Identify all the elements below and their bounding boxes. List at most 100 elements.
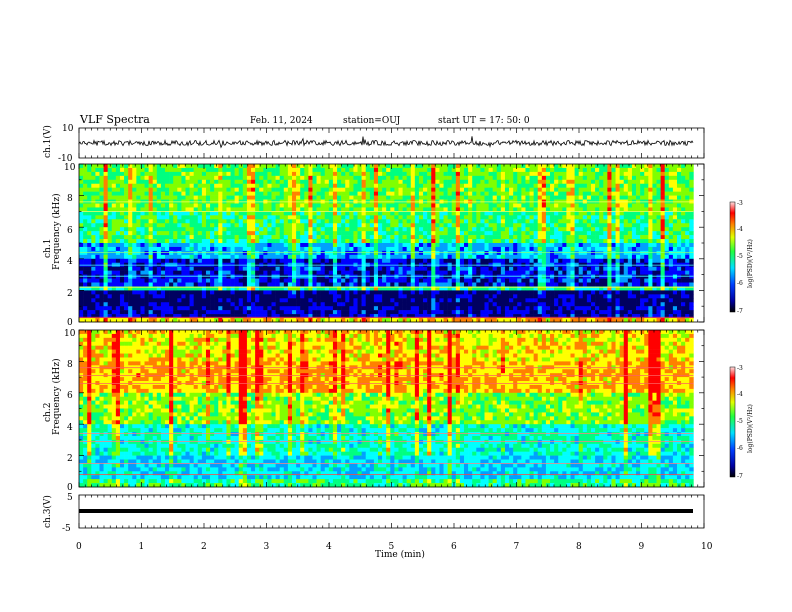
spectrogram-cell	[373, 179, 379, 185]
spectrogram-cell	[676, 282, 682, 287]
spectrogram-cell	[636, 243, 641, 248]
spectrogram-cell	[660, 179, 666, 185]
spectrogram-cell	[165, 254, 170, 260]
spectrogram-cell	[521, 278, 526, 283]
spectrogram-cell	[574, 215, 579, 220]
spectrogram-cell	[259, 179, 264, 185]
spectrogram-cell	[124, 219, 129, 224]
spectrogram-cell	[513, 254, 518, 260]
spectrogram-cell	[115, 235, 121, 240]
spectrogram-cell	[427, 250, 432, 256]
spectrogram-cell	[595, 290, 600, 295]
spectrogram-cell	[488, 179, 493, 185]
spectrogram-cell	[304, 231, 309, 236]
spectrogram-cell	[644, 282, 649, 287]
spectrogram-cell	[476, 187, 481, 192]
spectrogram-cell	[472, 167, 477, 173]
spectrogram-cell	[668, 231, 674, 236]
spectrogram-cell	[578, 258, 584, 264]
spectrogram-cell	[431, 258, 436, 264]
spectrogram-cell	[210, 286, 215, 291]
spectrogram-cell	[570, 191, 575, 196]
spectrogram-cell	[95, 274, 100, 279]
spectrogram-cell	[574, 223, 579, 228]
spectrogram-cell	[623, 254, 629, 260]
spectrogram-cell	[492, 227, 498, 232]
spectrogram-cell	[271, 231, 276, 236]
spectrogram-cell	[218, 179, 223, 185]
spectrogram-cell	[414, 179, 420, 185]
spectrogram-cell	[373, 219, 379, 224]
spectrogram-cell	[541, 187, 547, 192]
spectrogram-cell	[279, 211, 285, 216]
spectrogram-cell	[79, 235, 84, 240]
spectrogram-cell	[99, 250, 104, 256]
spectrogram-cell	[201, 171, 207, 177]
spectrogram-cell	[664, 270, 670, 275]
spectrogram-cell	[263, 250, 268, 256]
spectrogram-cell	[300, 286, 305, 291]
spectrogram-cell	[255, 274, 260, 279]
spectrogram-cell	[251, 254, 256, 260]
spectrogram-cell	[373, 254, 379, 260]
spectrogram-cell	[521, 235, 526, 240]
spectrogram-cell	[79, 239, 84, 244]
spectrogram-cell	[373, 164, 379, 169]
spectrogram-cell	[185, 167, 190, 173]
spectrogram-cell	[689, 266, 694, 271]
spectrogram-cell	[550, 195, 555, 200]
spectrogram-cell	[509, 239, 514, 244]
spectrogram-cell	[517, 195, 522, 200]
spectrogram-cell	[459, 183, 465, 188]
spectrogram-cell	[234, 250, 240, 256]
spectrogram-cell	[205, 167, 211, 173]
spectrogram-cell	[189, 254, 194, 260]
spectrogram-cell	[156, 211, 162, 216]
spectrogram-cell	[230, 167, 235, 173]
spectrogram-cell	[521, 187, 526, 192]
spectrogram-cell	[107, 164, 113, 169]
spectrogram-cell	[185, 203, 190, 208]
spectrogram-cell	[316, 239, 321, 244]
spectrogram-cell	[103, 211, 108, 216]
spectrogram-cell	[570, 207, 575, 212]
spectrogram-cell	[87, 183, 92, 188]
spectrogram-cell	[95, 191, 100, 196]
spectrogram-cell	[136, 227, 141, 232]
spectrogram-cell	[124, 235, 129, 240]
spectrogram-cell	[201, 254, 207, 260]
spectrogram-cell	[484, 290, 489, 295]
spectrogram-cell	[648, 274, 653, 279]
spectrogram-cell	[332, 203, 338, 208]
spectrogram-cell	[402, 266, 407, 271]
spectrogram-cell	[353, 187, 358, 192]
spectrogram-cell	[640, 223, 645, 228]
spectrogram-cell	[111, 231, 117, 236]
spectrogram-cell	[242, 175, 248, 181]
spectrogram-cell	[189, 187, 194, 192]
spectrogram-cell	[300, 250, 305, 256]
spectrogram-cell	[349, 191, 354, 196]
spectrogram-cell	[238, 203, 244, 208]
spectrogram-cell	[136, 195, 141, 200]
spectrogram-cell	[255, 167, 260, 173]
spectrogram-cell	[238, 175, 244, 181]
spectrogram-cell	[668, 167, 674, 173]
spectrogram-cell	[193, 294, 199, 299]
spectrogram-cell	[402, 219, 407, 224]
spectrogram-cell	[394, 207, 399, 212]
spectrogram-cell	[644, 164, 649, 169]
spectrogram-cell	[205, 246, 211, 252]
spectrogram-cell	[427, 183, 432, 188]
spectrogram-cell	[349, 250, 354, 256]
spectrogram-cell	[99, 278, 104, 283]
spectrogram-cell	[488, 254, 493, 260]
spectrogram-cell	[406, 235, 412, 240]
spectrogram-cell	[504, 282, 510, 287]
spectrogram-cell	[160, 175, 166, 181]
spectrogram-cell	[238, 215, 244, 220]
spectrogram-cell	[353, 250, 358, 256]
spectrogram-cell	[660, 286, 666, 291]
spectrogram-cell	[554, 274, 559, 279]
spectrogram-cell	[156, 203, 162, 208]
